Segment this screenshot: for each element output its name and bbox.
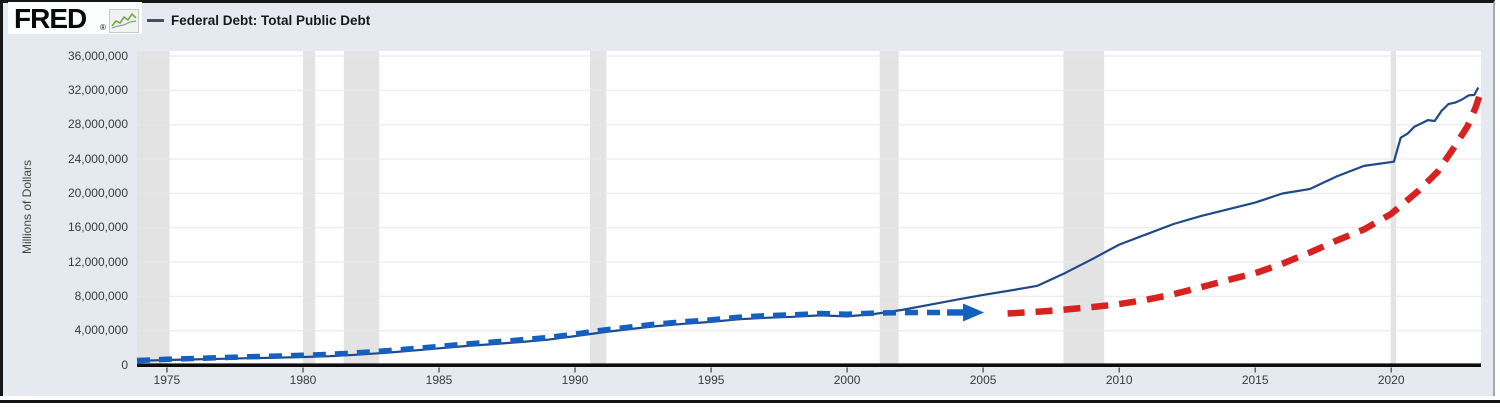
chart-header: FRED ® Federal Debt: Total Public Debt xyxy=(0,0,1500,40)
recession-band xyxy=(1063,51,1105,365)
y-tick-label: 24,000,000 xyxy=(67,151,128,166)
recession-band xyxy=(343,51,380,365)
legend: Federal Debt: Total Public Debt xyxy=(147,9,370,31)
fred-logo-chart-icon xyxy=(109,9,139,33)
legend-series-label: Federal Debt: Total Public Debt xyxy=(171,12,371,28)
y-tick-label: 4,000,000 xyxy=(74,323,128,338)
x-tick-label: 1975 xyxy=(153,373,181,387)
trend-arrow-tail xyxy=(947,309,964,316)
window-bottom-border xyxy=(0,400,1500,403)
y-tick-label: 0 xyxy=(121,357,128,372)
x-tick-label: 1990 xyxy=(561,373,589,387)
x-tick-label: 2000 xyxy=(833,373,861,387)
recession-band xyxy=(137,51,170,365)
x-tick-label: 1995 xyxy=(697,373,725,387)
x-tick-label: 2020 xyxy=(1377,373,1405,387)
trend-arrow-dashes xyxy=(136,309,946,364)
trend-arrow-head xyxy=(963,303,985,322)
y-tick-label: 8,000,000 xyxy=(74,288,128,303)
x-axis-line xyxy=(137,363,1481,367)
y-tick-label: 28,000,000 xyxy=(67,117,128,132)
legend-line-swatch xyxy=(147,19,164,22)
projection-curve xyxy=(1007,90,1485,317)
x-tick-label: 1985 xyxy=(425,373,453,387)
plot-area xyxy=(137,51,1481,365)
y-tick-label: 12,000,000 xyxy=(67,254,128,269)
recession-band xyxy=(303,51,316,365)
y-tick-label: 36,000,000 xyxy=(67,48,128,63)
fred-logo: FRED ® xyxy=(8,2,142,34)
y-tick-label: 16,000,000 xyxy=(67,220,128,235)
y-tick-label: 32,000,000 xyxy=(67,82,128,97)
y-tick-label: 20,000,000 xyxy=(67,185,128,200)
recession-band xyxy=(590,51,607,365)
recession-band xyxy=(879,51,899,365)
x-tick-label: 2015 xyxy=(1241,373,1269,387)
registered-trademark: ® xyxy=(100,23,106,32)
x-tick-label: 1980 xyxy=(289,373,317,387)
x-tick-label: 2005 xyxy=(969,373,997,387)
x-tick-label: 2010 xyxy=(1105,373,1133,387)
fred-logo-text: FRED xyxy=(14,3,87,34)
